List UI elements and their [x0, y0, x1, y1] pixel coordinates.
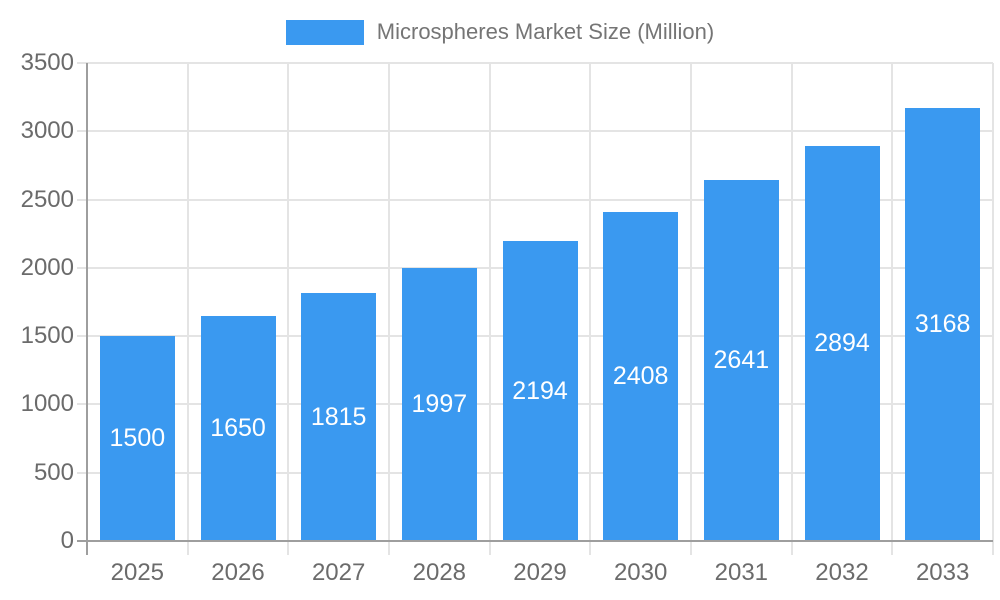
- bar-2033[interactable]: 3168: [905, 108, 981, 541]
- y-axis-tick-label: 2000: [20, 253, 74, 281]
- bar-2030[interactable]: 2408: [603, 212, 679, 541]
- x-axis-tick-label: 2028: [412, 559, 467, 586]
- y-axis-tick-label: 500: [33, 458, 74, 486]
- x-axis-tick-label: 2031: [714, 559, 769, 586]
- bar-value-label: 2408: [612, 362, 669, 391]
- x-gridline: [388, 63, 390, 555]
- x-axis-tick-label: 2029: [513, 559, 567, 586]
- bar-2027[interactable]: 1815: [301, 293, 377, 541]
- x-axis-line: [77, 540, 993, 542]
- bar-value-label: 2641: [713, 346, 770, 375]
- x-axis-tick-label: 2030: [613, 559, 668, 586]
- y-axis-tick-label: 3000: [20, 117, 74, 145]
- y-axis-tick-label: 1500: [20, 322, 74, 350]
- y-gridline: [77, 130, 993, 133]
- bar-2032[interactable]: 2894: [804, 145, 880, 541]
- x-axis-tick-label: 2025: [110, 559, 165, 586]
- y-axis-line: [86, 63, 88, 555]
- bar-value-label: 1500: [109, 424, 166, 453]
- x-axis-tick-label: 2033: [915, 559, 970, 586]
- x-gridline: [186, 63, 189, 555]
- x-gridline: [891, 63, 894, 555]
- x-gridline: [488, 63, 491, 555]
- bar-2029[interactable]: 2194: [502, 241, 578, 541]
- x-axis-tick-label: 2032: [815, 559, 869, 586]
- legend-swatch-icon: [285, 19, 364, 45]
- legend[interactable]: Microspheres Market Size (Million): [0, 15, 1000, 49]
- y-axis-tick-label: 0: [60, 527, 74, 554]
- x-gridline: [589, 63, 592, 555]
- y-gridline: [77, 198, 993, 201]
- bar-value-label: 1997: [411, 390, 468, 419]
- y-axis-tick-label: 2500: [20, 185, 74, 213]
- y-axis-tick-label: 1000: [20, 390, 74, 418]
- bar-2025[interactable]: 1500: [99, 336, 175, 541]
- bar-value-label: 1650: [210, 413, 266, 442]
- y-axis-tick-label: 3500: [20, 49, 74, 76]
- bar-value-label: 2894: [814, 328, 870, 357]
- x-axis-tick-label: 2026: [211, 559, 265, 586]
- bar-value-label: 3168: [914, 310, 971, 339]
- bar-2031[interactable]: 2641: [703, 180, 779, 541]
- legend-label: Microspheres Market Size (Million): [376, 19, 715, 44]
- bar-value-label: 1815: [310, 402, 367, 431]
- x-axis-tick-label: 2027: [311, 559, 366, 586]
- x-gridline: [992, 63, 994, 555]
- bar-2026[interactable]: 1650: [200, 315, 276, 541]
- x-gridline: [287, 63, 290, 555]
- bar-2028[interactable]: 1997: [401, 268, 477, 541]
- y-gridline: [77, 62, 993, 64]
- x-gridline: [690, 63, 692, 555]
- x-gridline: [790, 63, 793, 555]
- bar-value-label: 2194: [512, 376, 568, 405]
